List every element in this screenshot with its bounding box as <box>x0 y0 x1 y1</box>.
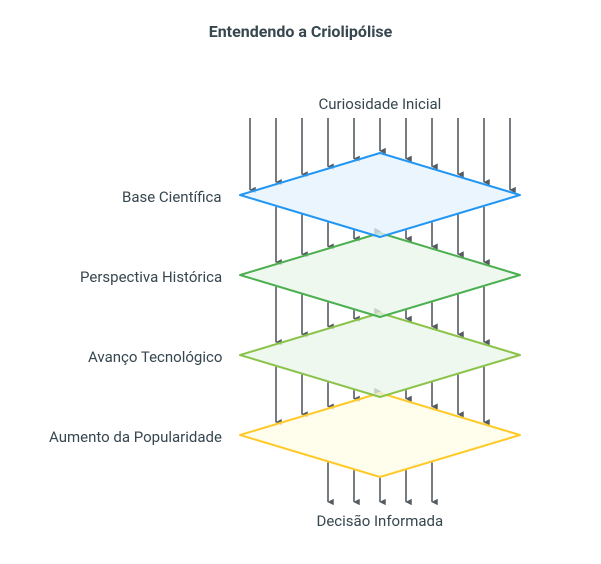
funnel-layer <box>240 313 520 397</box>
funnel-layer <box>240 153 520 237</box>
layer-label-3: Aumento da Popularidade <box>49 428 222 446</box>
funnel-layer <box>240 393 520 477</box>
layer-label-0: Base Científica <box>122 188 222 206</box>
bottom-label: Decisão Informada <box>317 512 444 530</box>
funnel-layer <box>240 233 520 317</box>
diagram-title: Entendendo a Criolipólise <box>0 22 601 41</box>
layer-label-1: Perspectiva Histórica <box>80 268 222 286</box>
layer-label-2: Avanço Tecnológico <box>88 348 222 366</box>
top-label: Curiosidade Inicial <box>319 95 442 113</box>
